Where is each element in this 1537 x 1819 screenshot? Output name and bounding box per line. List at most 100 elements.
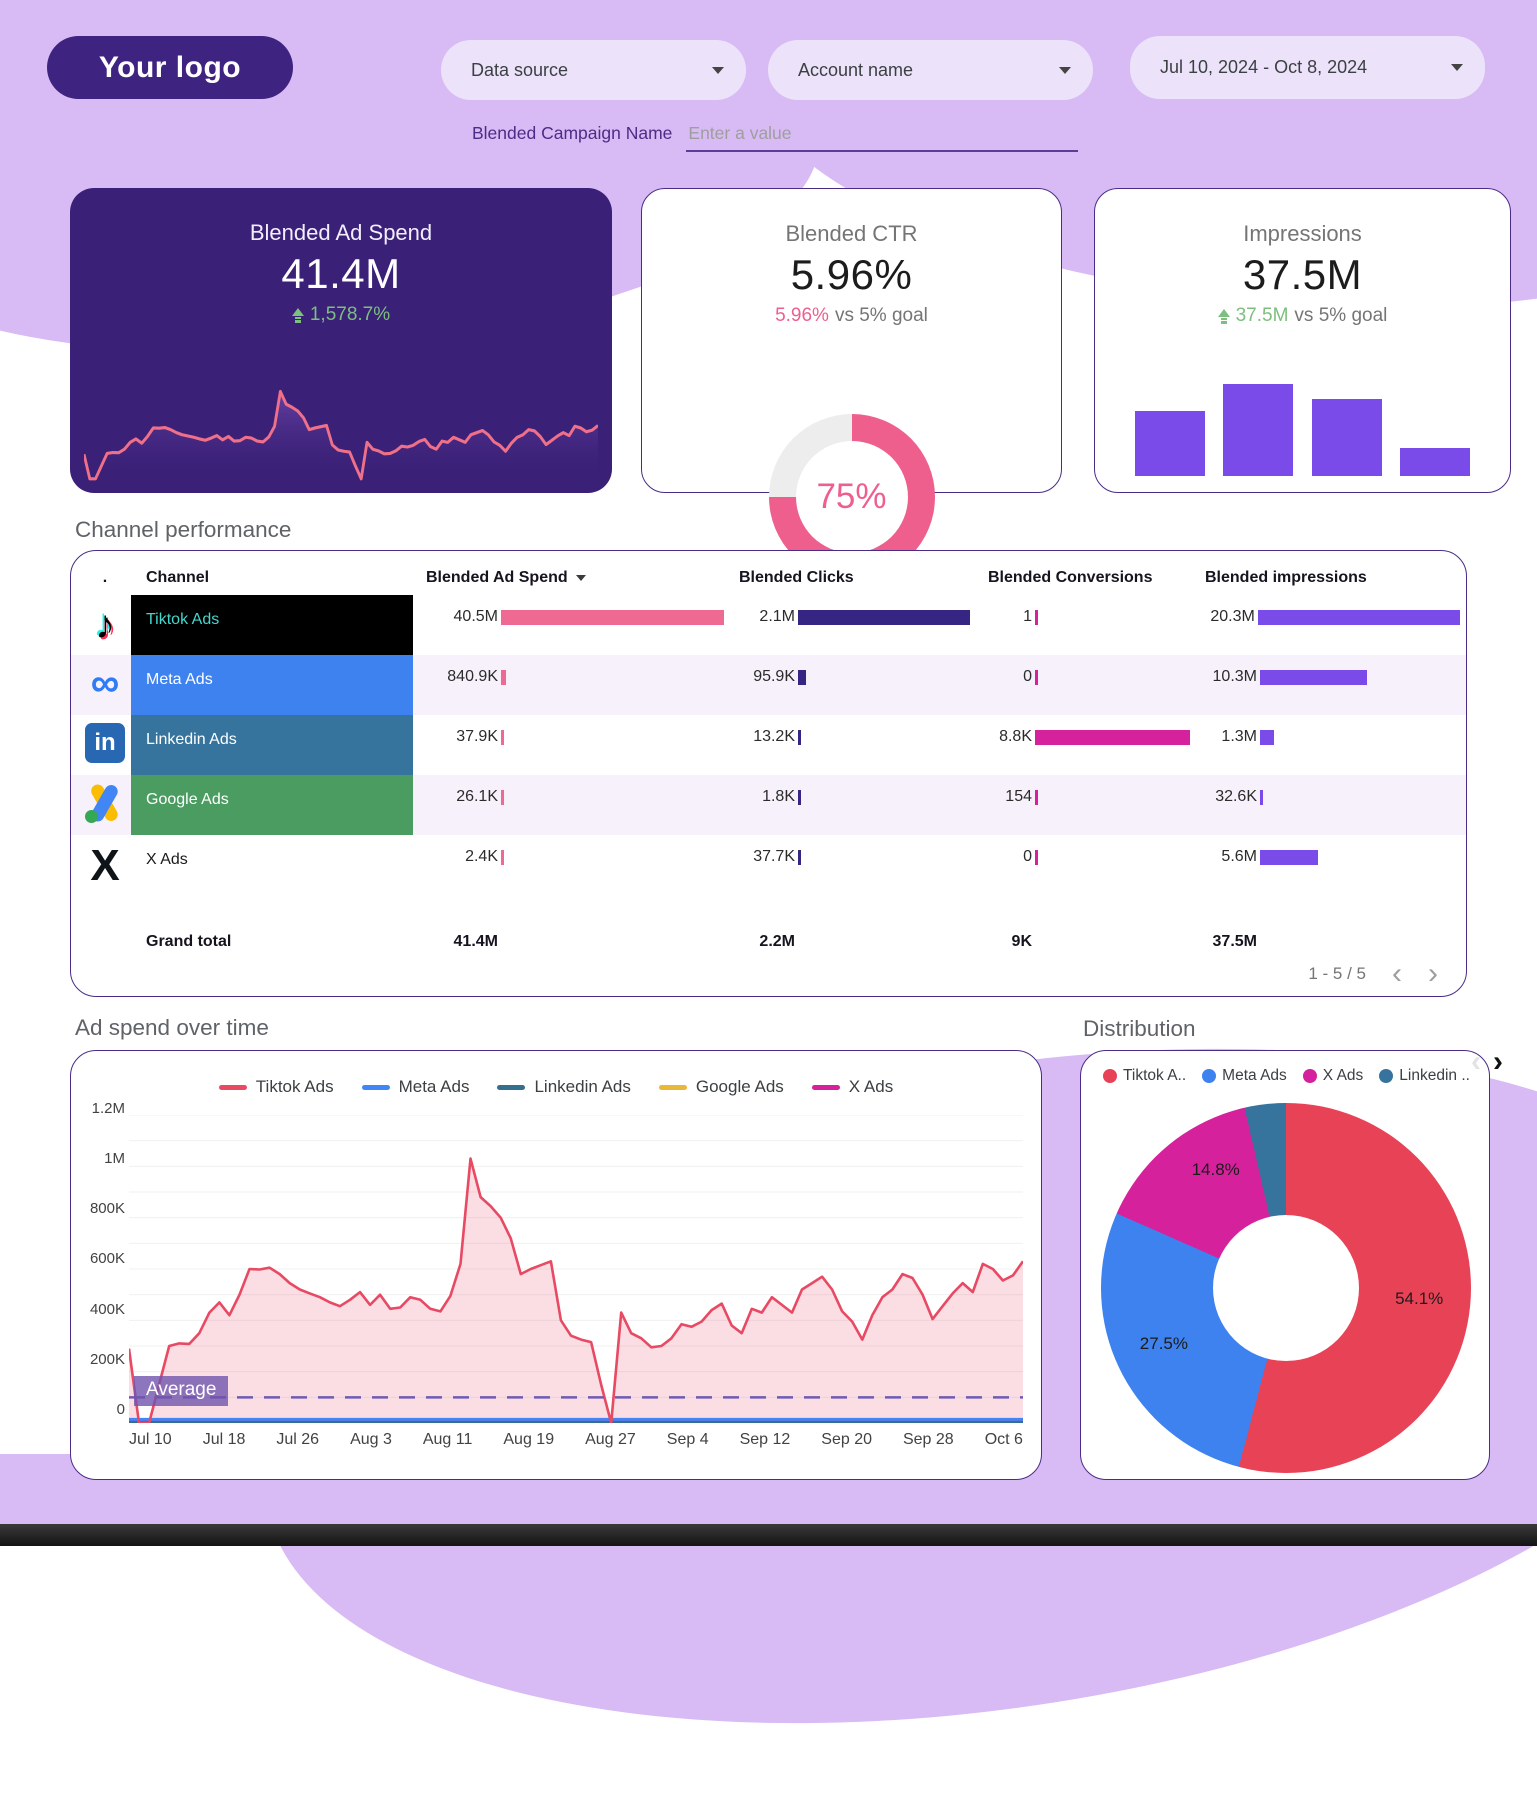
legend-swatch (361, 1084, 390, 1090)
metric-value: 13.2K (753, 728, 795, 745)
sort-caret-icon (575, 575, 586, 581)
x-tick-label: Sep 28 (902, 1431, 954, 1448)
scorecard-title: Impressions (1243, 221, 1362, 246)
clicks-cell: 37.7K (726, 835, 975, 895)
y-tick-label: 600K (89, 1250, 125, 1268)
clicks-cell: 13.2K (726, 715, 975, 775)
timeseries-legend: Tiktok Ads Meta Ads Linkedin Ads Google Ads… (71, 1077, 1041, 1097)
timeseries-plot-area (127, 1114, 1025, 1425)
metric-bar (1035, 730, 1190, 745)
campaign-filter-input[interactable] (686, 121, 1079, 152)
x-tick-label: Aug 3 (350, 1431, 392, 1448)
data-source-label: Data source (471, 59, 569, 80)
bottom-black-bar (0, 1524, 1537, 1546)
logo: Your logo (47, 36, 293, 99)
account-name-select[interactable]: Account name (768, 40, 1093, 100)
metric-bar (501, 790, 504, 805)
channel-cell: Linkedin Ads (131, 715, 413, 775)
metric-bar (798, 730, 801, 745)
metric-value: 0 (1023, 848, 1032, 865)
impressions-bar (1399, 448, 1470, 476)
carousel-prev-icon[interactable]: ‹ (1471, 1045, 1481, 1078)
donut-legend-dot (1379, 1069, 1394, 1083)
x-tick-label: Aug 11 (422, 1431, 473, 1448)
section-title-ad-spend-over-time: Ad spend over time (75, 1015, 269, 1040)
average-line-label: Average (134, 1376, 229, 1406)
ad-spend-sparkline (82, 371, 599, 483)
donut-legend-dot (1302, 1069, 1317, 1083)
grand-total-row: Grand total 41.4M 2.2M 9K 37.5M (71, 927, 1466, 957)
column-header-channel[interactable]: Channel (146, 569, 210, 586)
carousel-next-icon[interactable]: › (1493, 1045, 1503, 1078)
channel-cell: Meta Ads (131, 655, 413, 715)
legend-label: Linkedin Ads (534, 1077, 631, 1096)
column-header-clicks[interactable]: Blended Clicks (739, 569, 854, 586)
metric-value: 32.6K (1215, 788, 1257, 805)
date-range-select[interactable]: Jul 10, 2024 - Oct 8, 2024 (1130, 36, 1485, 99)
scorecard-vs-value: 5.96% (775, 305, 829, 326)
up-arrow-icon (1217, 308, 1230, 324)
metric-value: 154 (1005, 788, 1032, 805)
x-tick-label: Jul 26 (276, 1431, 320, 1448)
scorecard-blended-ctr: Blended CTR 5.96% 5.96% vs 5% goal 75% (641, 188, 1062, 580)
x-tick-label: Jul 18 (202, 1431, 246, 1448)
chevron-down-icon (1451, 64, 1463, 71)
metric-value: 0 (1023, 668, 1032, 685)
pagination-prev-icon[interactable]: ‹ (1392, 957, 1402, 990)
data-source-select[interactable]: Data source (441, 40, 746, 100)
campaign-filter-label: Blended Campaign Name (472, 123, 673, 143)
impressions-bar (1135, 411, 1205, 476)
legend-item: Linkedin Ads (497, 1077, 631, 1097)
metric-bar (798, 610, 970, 625)
distribution-donut-chart: ‹ › Tiktok A.. Meta Ads X Ads Linkedin .. 5… (1080, 1045, 1503, 1480)
x-tick-label: Sep 4 (666, 1431, 709, 1448)
ad-spend-over-time-chart: Tiktok Ads Meta Ads Linkedin Ads Google Ads… (70, 1050, 1042, 1480)
spend-cell: 40.5M (413, 595, 726, 655)
channel-performance-table: . Channel Blended Ad Spend Blended Click… (70, 550, 1467, 997)
donut-legend-item: Tiktok A.. (1103, 1067, 1186, 1085)
table-header-row: . Channel Blended Ad Spend Blended Click… (71, 561, 1466, 595)
grand-total-spend: 41.4M (453, 933, 498, 950)
table-body: ♪ Tiktok Ads 40.5M 2.1M 1 20.3M ∞ Meta Ads 840.9… (71, 595, 1466, 895)
legend-item: X Ads (811, 1077, 894, 1097)
column-header-spend[interactable]: Blended Ad Spend (413, 569, 726, 587)
conversions-cell: 1 (975, 595, 1192, 655)
x-tick-label: Sep 20 (821, 1431, 872, 1448)
pagination-label: 1 - 5 / 5 (1308, 964, 1366, 983)
donut-slice-label: 14.8% (1191, 1159, 1240, 1179)
scorecard-value: 41.4M (281, 250, 401, 297)
donut-legend-item: X Ads (1302, 1067, 1363, 1085)
donut-legend-item: Meta Ads (1202, 1067, 1287, 1085)
x-icon: X (90, 841, 120, 890)
metric-bar (1035, 610, 1038, 625)
column-header-conversions[interactable]: Blended Conversions (988, 569, 1153, 586)
scorecard-title: Blended CTR (785, 221, 918, 246)
channel-cell: Tiktok Ads (131, 595, 413, 655)
spend-cell: 37.9K (413, 715, 726, 775)
y-tick-label: 1.2M (91, 1100, 125, 1117)
metric-value: 37.7K (753, 848, 795, 865)
donut-legend-dot (1202, 1069, 1217, 1083)
column-header-impressions[interactable]: Blended impressions (1205, 569, 1367, 586)
spend-cell: 2.4K (413, 835, 726, 895)
table-row: ∞ Meta Ads 840.9K 95.9K 0 10.3M (71, 655, 1466, 715)
date-range-label: Jul 10, 2024 - Oct 8, 2024 (1160, 57, 1368, 77)
legend-label: X Ads (848, 1077, 894, 1096)
metric-value: 95.9K (753, 668, 795, 685)
campaign-filter: Blended Campaign Name (472, 121, 1112, 152)
legend-label: Meta Ads (398, 1077, 470, 1096)
x-tick-label: Sep 12 (739, 1431, 791, 1448)
up-arrow-icon (291, 307, 304, 323)
column-header-index[interactable]: . (102, 569, 108, 586)
grand-total-impressions: 37.5M (1212, 933, 1257, 950)
metric-value: 1.3M (1221, 728, 1257, 745)
y-tick-label: 0 (116, 1400, 125, 1418)
x-axis-tick-labels: Jul 10 Jul 18 Jul 26 Aug 3 Aug 11 Aug 19 Aug 2… (129, 1431, 1023, 1449)
metric-bar (501, 850, 504, 865)
metric-bar (1260, 790, 1263, 805)
legend-label: Tiktok Ads (255, 1077, 334, 1096)
conversions-cell: 0 (975, 835, 1192, 895)
table-row: ♪ Tiktok Ads 40.5M 2.1M 1 20.3M (71, 595, 1466, 655)
pagination-next-icon[interactable]: › (1428, 957, 1438, 990)
conversions-cell: 154 (975, 775, 1192, 835)
